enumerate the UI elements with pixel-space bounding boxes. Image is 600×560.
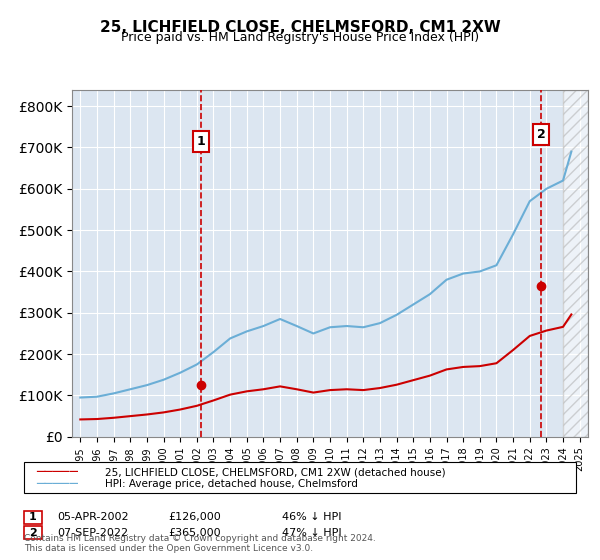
Text: £126,000: £126,000 (168, 512, 221, 522)
Text: 07-SEP-2022: 07-SEP-2022 (57, 528, 128, 538)
Text: ─────: ───── (36, 465, 78, 479)
Text: HPI: Average price, detached house, Chelmsford: HPI: Average price, detached house, Chel… (105, 479, 358, 489)
Text: 05-APR-2002: 05-APR-2002 (57, 512, 128, 522)
Text: 1: 1 (197, 135, 206, 148)
Text: 1: 1 (29, 512, 37, 522)
Text: 2: 2 (29, 528, 37, 538)
Text: ─────: ───── (36, 477, 78, 492)
Bar (563, 90, 588, 437)
Text: £365,000: £365,000 (168, 528, 221, 538)
Text: 25, LICHFIELD CLOSE, CHELMSFORD, CM1 2XW (detached house): 25, LICHFIELD CLOSE, CHELMSFORD, CM1 2XW… (105, 467, 446, 477)
Text: Price paid vs. HM Land Registry's House Price Index (HPI): Price paid vs. HM Land Registry's House … (121, 31, 479, 44)
Text: 25, LICHFIELD CLOSE, CHELMSFORD, CM1 2XW: 25, LICHFIELD CLOSE, CHELMSFORD, CM1 2XW (100, 20, 500, 35)
Text: 46% ↓ HPI: 46% ↓ HPI (282, 512, 341, 522)
Text: 25, LICHFIELD CLOSE, CHELMSFORD, CM1 2XW (detached house): 25, LICHFIELD CLOSE, CHELMSFORD, CM1 2XW… (105, 467, 446, 477)
Text: 2: 2 (537, 128, 545, 141)
Text: ─────: ───── (36, 465, 78, 479)
Text: 47% ↓ HPI: 47% ↓ HPI (282, 528, 341, 538)
Text: HPI: Average price, detached house, Chelmsford: HPI: Average price, detached house, Chel… (105, 479, 358, 489)
Text: Contains HM Land Registry data © Crown copyright and database right 2024.
This d: Contains HM Land Registry data © Crown c… (24, 534, 376, 553)
Text: ─────: ───── (36, 477, 78, 492)
